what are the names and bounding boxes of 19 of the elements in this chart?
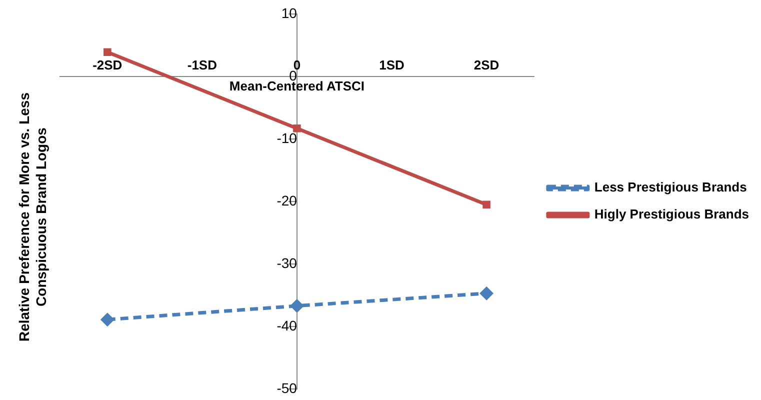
y-tick-label: -20 xyxy=(276,192,298,208)
point xyxy=(104,48,112,56)
y-tick-label: -30 xyxy=(276,254,298,271)
point xyxy=(293,124,301,132)
legend-label: Higly Prestigious Brands xyxy=(594,206,750,222)
y-axis-title: Relative Preference for More vs. Less Conspicuous Brand Logos xyxy=(16,92,50,344)
y-tick-label: -10 xyxy=(276,130,298,146)
x-tick-label: -1SD xyxy=(187,58,217,73)
x-tick-label: -2SD xyxy=(92,58,122,73)
y-tick-label: 10 xyxy=(281,4,298,21)
legend-label: Less Prestigious Brands xyxy=(594,180,747,195)
point xyxy=(100,312,114,327)
x-tick-label: 2SD xyxy=(474,58,500,73)
x-tick-label: 1SD xyxy=(379,58,404,73)
point xyxy=(482,200,490,209)
y-tick-label: -40 xyxy=(276,317,298,334)
point xyxy=(290,298,304,313)
y-tick-label: -50 xyxy=(276,380,298,396)
point xyxy=(480,286,494,300)
